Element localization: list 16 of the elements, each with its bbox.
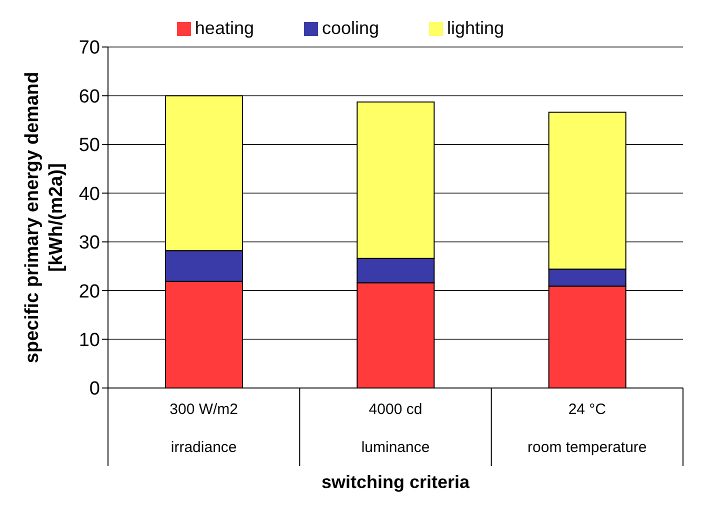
x-axis-title: switching criteria xyxy=(321,472,471,492)
y-tick-label: 20 xyxy=(78,281,100,302)
y-tick-label: 50 xyxy=(78,135,100,156)
y-axis-title: specific primary energy demand [kWh/(m2a)] xyxy=(22,72,67,364)
y-tick-label: 30 xyxy=(78,232,100,254)
category-label: 24 °C room temperature xyxy=(528,401,647,456)
y-tick-label: 10 xyxy=(78,330,100,352)
y-tick-label: 0 xyxy=(89,378,100,400)
category-label: 4000 cd luminance xyxy=(361,401,430,456)
y-tick-label: 60 xyxy=(78,86,100,108)
legend-label: cooling xyxy=(322,18,380,38)
y-tick-label: 70 xyxy=(78,38,100,59)
legend-label: heating xyxy=(194,18,254,38)
category-label: 300 W/m2 irradiance xyxy=(170,401,238,456)
y-tick-label: 40 xyxy=(78,184,100,205)
legend-label: lighting xyxy=(447,18,504,38)
